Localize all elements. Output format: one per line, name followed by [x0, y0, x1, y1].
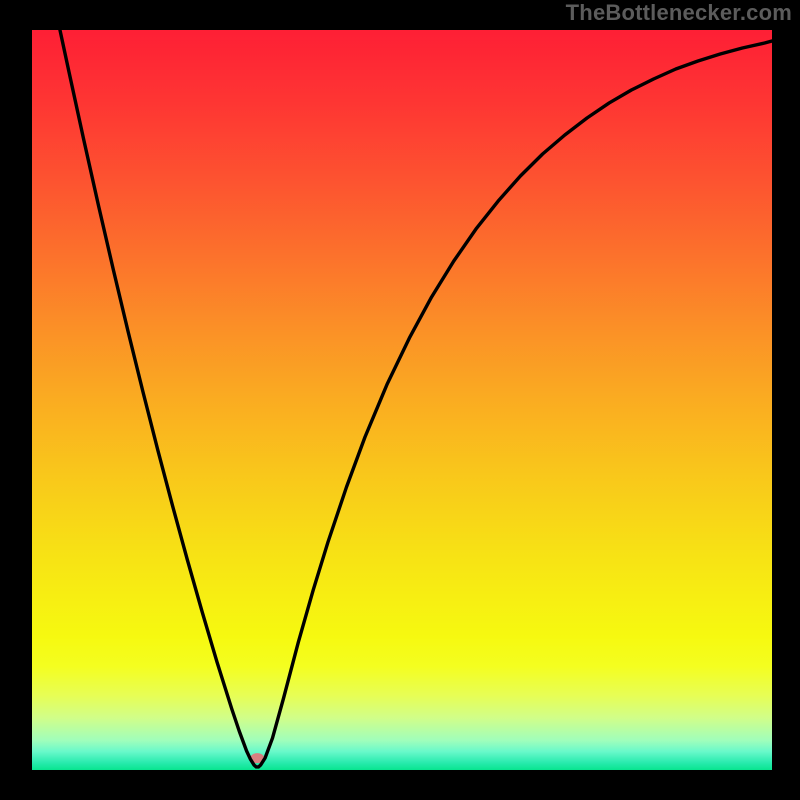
plot-background-gradient	[32, 30, 772, 770]
bottleneck-plot	[32, 30, 772, 770]
watermark-text: TheBottlenecker.com	[566, 0, 792, 26]
plot-svg	[32, 30, 772, 770]
canvas: TheBottlenecker.com	[0, 0, 800, 800]
